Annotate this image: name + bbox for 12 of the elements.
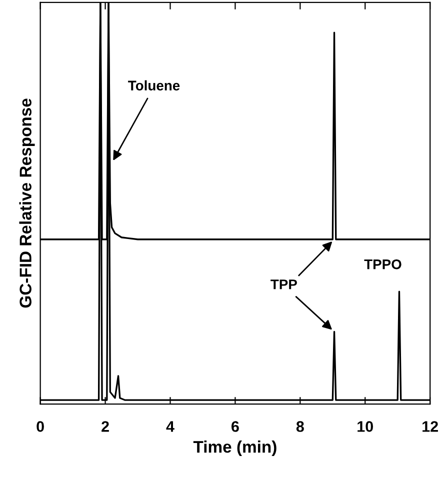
x-tick-label: 2 (102, 421, 109, 432)
x-axis-title: Time (min) (193, 440, 276, 456)
x-tick-label: 6 (232, 421, 239, 432)
x-tick-label: 8 (296, 421, 304, 432)
annotation: TPP (270, 280, 297, 290)
x-tick-label: 0 (36, 421, 44, 432)
annotation: TPPO (364, 259, 402, 270)
y-axis-title: GC-FID Relative Response (19, 98, 35, 308)
annotation: Toluene (128, 80, 180, 90)
x-tick-label: 12 (422, 421, 438, 432)
x-tick-label: 4 (166, 421, 174, 432)
x-tick-label: 10 (358, 421, 373, 432)
